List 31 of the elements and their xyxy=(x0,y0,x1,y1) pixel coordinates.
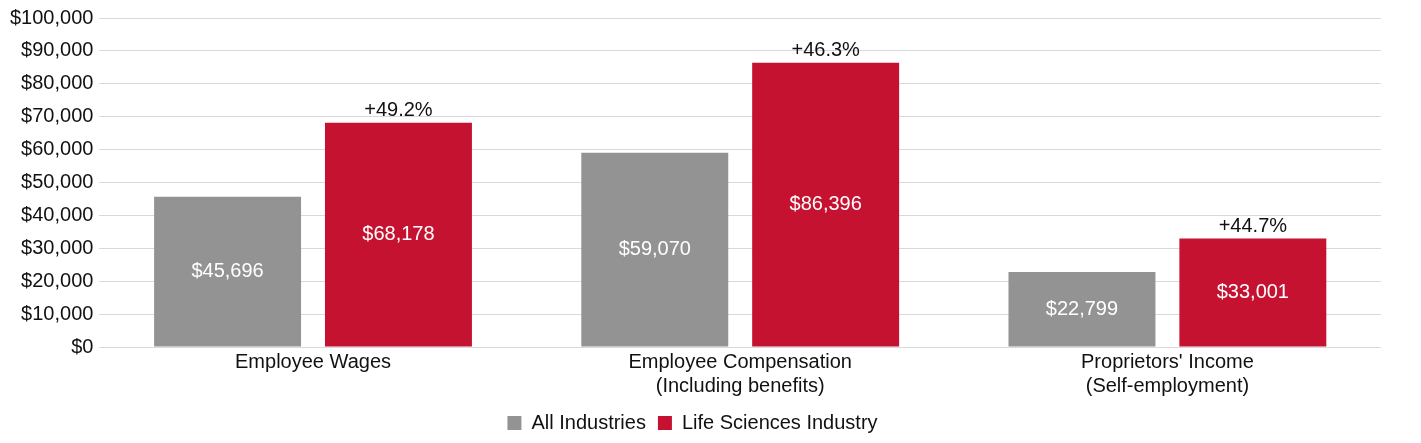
legend-label: All Industries xyxy=(531,410,646,433)
bar xyxy=(1008,271,1156,347)
annotation: +46.3% xyxy=(791,38,861,61)
y-tick-label: $40,000 xyxy=(21,202,94,225)
bar xyxy=(154,196,302,347)
data-label: $22,799 xyxy=(1045,296,1119,319)
data-label: $59,070 xyxy=(618,237,691,260)
bar xyxy=(752,62,900,347)
y-tick-label: $60,000 xyxy=(21,137,94,160)
data-label: $45,696 xyxy=(191,259,264,282)
bar xyxy=(324,122,472,347)
y-tick-label: $70,000 xyxy=(21,104,94,127)
data-label: $86,396 xyxy=(789,192,862,215)
y-tick-label: $90,000 xyxy=(21,38,94,61)
x-tick-label: Employee Compensation (Including benefits) xyxy=(628,349,852,396)
y-tick-label: $10,000 xyxy=(21,301,94,324)
legend-label: Life Sciences Industry xyxy=(681,410,878,433)
annotation: +44.7% xyxy=(1218,213,1288,236)
y-tick-label: $20,000 xyxy=(21,268,94,291)
x-tick-label: Employee Wages xyxy=(235,349,392,372)
annotation: +49.2% xyxy=(364,98,433,121)
y-tick-label: $50,000 xyxy=(21,170,94,193)
data-label: $33,001 xyxy=(1216,279,1289,302)
x-tick-label: Proprietors' Income (Self-employment) xyxy=(1081,349,1254,396)
y-tick-label: $100,000 xyxy=(10,5,94,28)
bar xyxy=(581,152,729,347)
bar xyxy=(1179,238,1327,347)
y-tick-label: $0 xyxy=(71,334,94,357)
y-tick-label: $80,000 xyxy=(21,71,94,94)
y-tick-label: $30,000 xyxy=(21,235,94,258)
data-label: $68,178 xyxy=(362,222,435,245)
